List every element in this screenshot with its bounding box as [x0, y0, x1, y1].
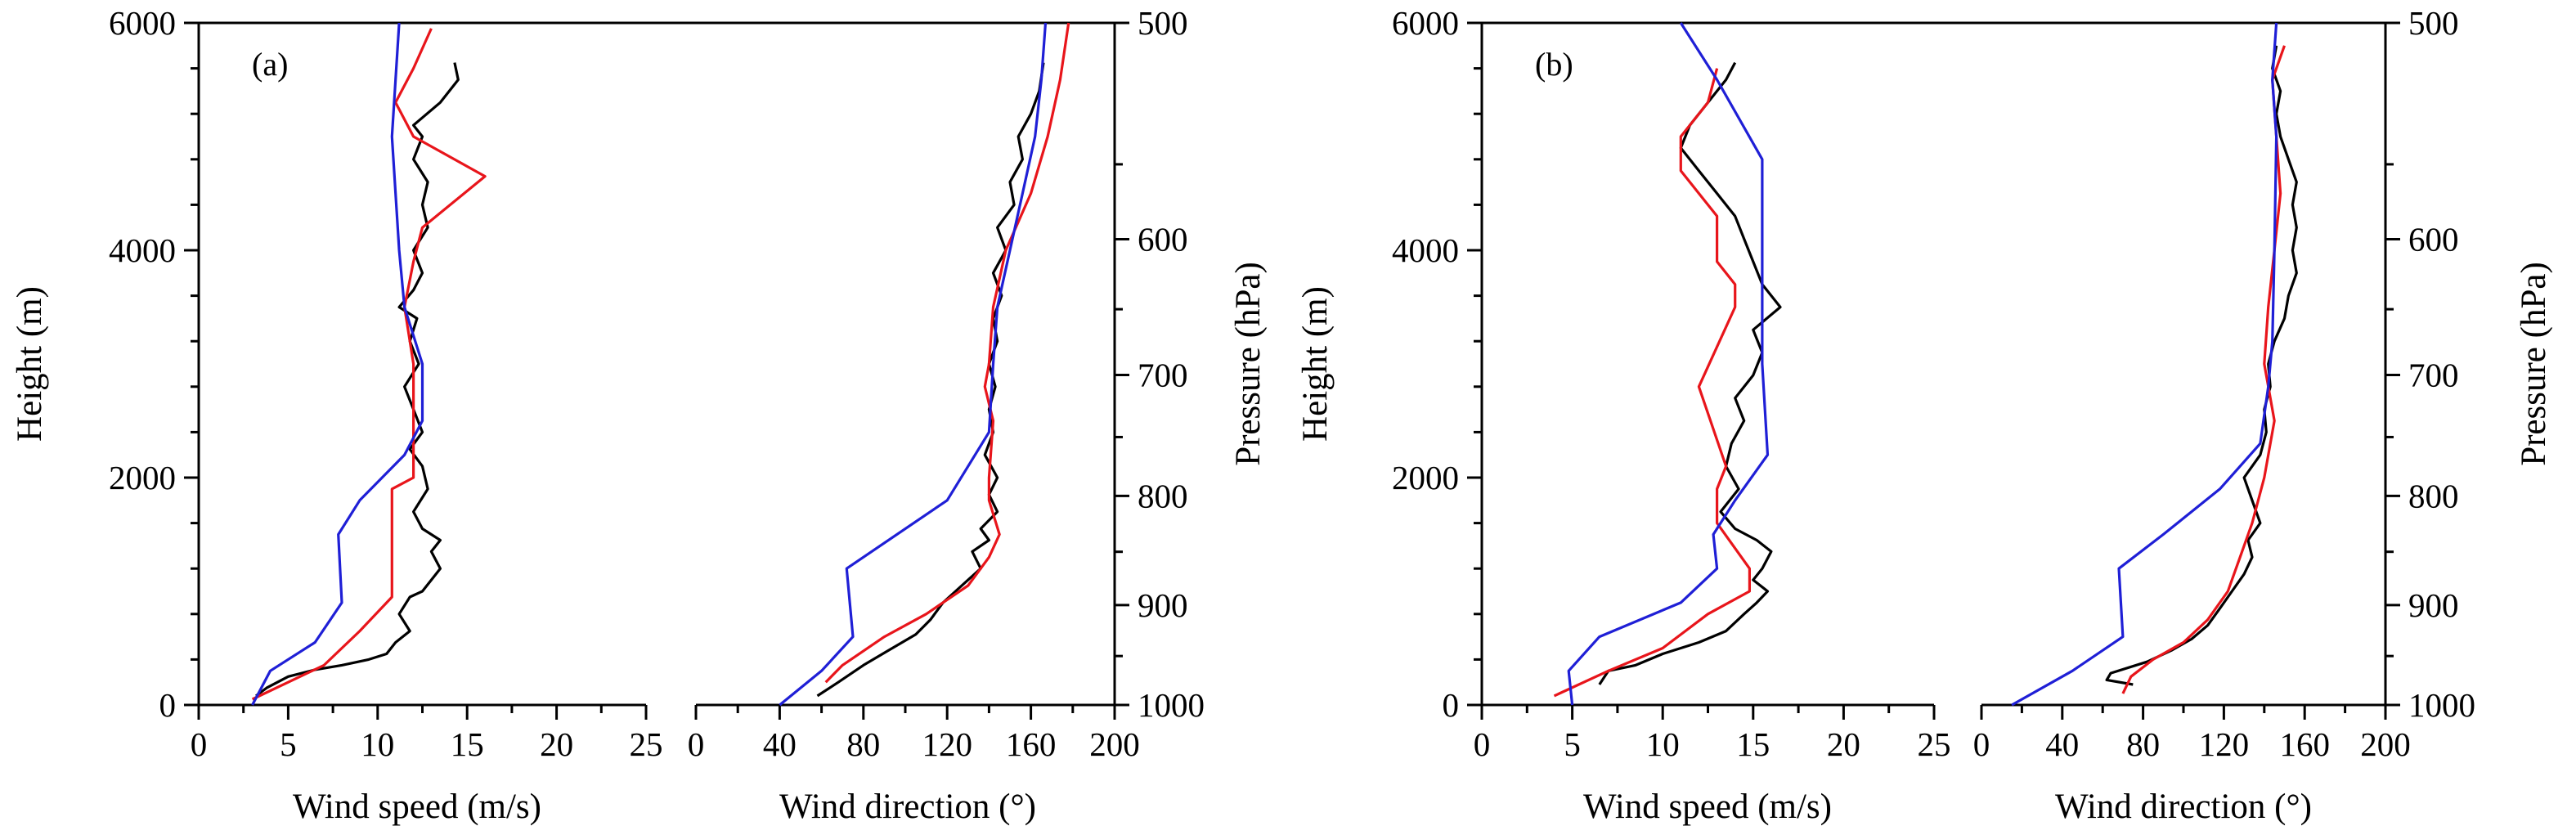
panel-b-pressure-label: Pressure (hPa) — [2515, 262, 2553, 466]
height-tick-label: 4000 — [109, 231, 176, 269]
speed-x-tick-label: 10 — [1646, 725, 1680, 763]
panel-a-direction-red-series-line — [824, 22, 1070, 684]
panel-a-direction-blue-series-line — [779, 22, 1048, 707]
direction-x-tick-label: 120 — [922, 725, 972, 763]
panel-b-direction-red-series-line — [2121, 45, 2287, 694]
direction-x-tick-label: 160 — [1006, 725, 1057, 763]
direction-x-tick-label: 0 — [1973, 725, 1990, 763]
panel-b-speed-xlabel: Wind speed (m/s) — [1583, 788, 1832, 826]
panel-a-speed-xlabel: Wind speed (m/s) — [293, 788, 541, 826]
panel-a-speed-blue-series-line — [251, 22, 424, 706]
panel-b-direction-blue-series-line — [2011, 22, 2278, 707]
speed-x-tick-label: 25 — [630, 725, 663, 763]
panel-a-height-label: Height (m) — [11, 286, 49, 442]
speed-x-tick-label: 5 — [1564, 725, 1581, 763]
direction-x-tick-label: 120 — [2199, 725, 2250, 763]
speed-x-tick-label: 5 — [280, 725, 297, 763]
panel-b-speed-black-series-line — [1598, 61, 1782, 685]
height-tick-label: 0 — [1443, 686, 1460, 724]
speed-x-tick-label: 15 — [1736, 725, 1770, 763]
panel-a-direction-black-series-line — [816, 62, 1045, 698]
pressure-tick-label: 900 — [1138, 586, 1188, 624]
speed-x-tick-label: 0 — [191, 725, 208, 763]
speed-x-tick-label: 15 — [451, 725, 484, 763]
panel-b-direction-black-series-line — [2105, 45, 2298, 686]
direction-x-tick-label: 200 — [2360, 725, 2411, 763]
pressure-tick-label: 700 — [2408, 357, 2459, 394]
pressure-tick-label: 500 — [1138, 4, 1188, 42]
height-tick-label: 4000 — [1392, 231, 1459, 269]
pressure-tick-label: 700 — [1138, 357, 1188, 394]
height-tick-label: 0 — [159, 686, 177, 724]
panel-a-direction-xlabel: Wind direction (°) — [779, 788, 1036, 826]
direction-x-tick-label: 80 — [2126, 725, 2160, 763]
direction-x-tick-label: 0 — [688, 725, 705, 763]
panel-a-speed-red-series-line — [251, 28, 487, 701]
panel-b-speed-blue-series-line — [1567, 22, 1770, 706]
height-tick-label: 6000 — [1392, 4, 1459, 42]
direction-x-tick-label: 40 — [763, 725, 797, 763]
speed-x-tick-label: 0 — [1474, 725, 1491, 763]
panel-a-speed-black-series-line — [255, 62, 460, 698]
pressure-tick-label: 1000 — [2408, 686, 2475, 724]
pressure-tick-label: 1000 — [1138, 686, 1205, 724]
panel-b-height-label: Height (m) — [1296, 286, 1335, 442]
panel-a-pressure-label: Pressure (hPa) — [1229, 262, 1268, 466]
panel-b-direction-xlabel: Wind direction (°) — [2055, 788, 2312, 826]
pressure-tick-label: 500 — [2408, 4, 2459, 42]
height-tick-label: 2000 — [1392, 459, 1459, 496]
height-tick-label: 2000 — [109, 459, 176, 496]
direction-x-tick-label: 80 — [846, 725, 880, 763]
pressure-tick-label: 600 — [1138, 220, 1188, 258]
height-tick-label: 6000 — [109, 4, 176, 42]
panel-b-label: (b) — [1535, 46, 1573, 83]
speed-x-tick-label: 20 — [540, 725, 573, 763]
pressure-tick-label: 600 — [2408, 220, 2459, 258]
speed-x-tick-label: 10 — [361, 725, 394, 763]
pressure-tick-label: 800 — [2408, 477, 2459, 514]
panel-a-label: (a) — [252, 46, 288, 83]
direction-x-tick-label: 200 — [1089, 725, 1140, 763]
speed-x-tick-label: 25 — [1918, 725, 1951, 763]
pressure-tick-label: 900 — [2408, 586, 2459, 624]
speed-x-tick-label: 20 — [1827, 725, 1860, 763]
direction-x-tick-label: 40 — [2045, 725, 2079, 763]
direction-x-tick-label: 160 — [2279, 725, 2330, 763]
panel-b-speed-red-series-line — [1553, 68, 1751, 698]
pressure-tick-label: 800 — [1138, 477, 1188, 514]
